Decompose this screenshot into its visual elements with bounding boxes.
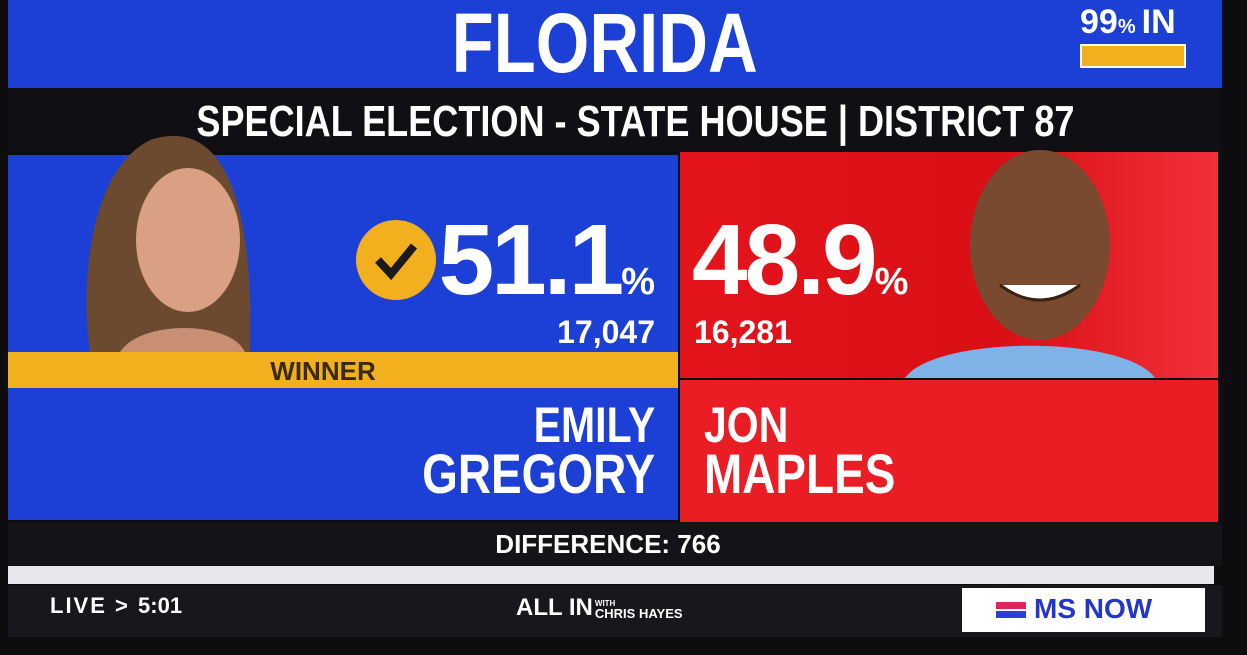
title: FLORIDA [300, 0, 910, 88]
first-name: EMILY [533, 397, 655, 453]
shoulders [120, 328, 245, 352]
show-with: WITH [594, 598, 616, 608]
reporting-bar [1080, 44, 1186, 68]
check-circle [356, 220, 436, 300]
time: 5:01 [138, 593, 183, 618]
percent: 51.1% [439, 202, 655, 340]
separator: > [115, 593, 130, 618]
show-logo: ALL IN WITH CHRIS HAYES [516, 594, 683, 622]
live: LIVE [50, 593, 107, 618]
difference-bar [8, 522, 1222, 566]
icon-stripe [996, 611, 1026, 618]
face [970, 150, 1110, 340]
first-name: JON [704, 397, 789, 453]
network: MS NOW [1034, 593, 1153, 624]
title-text: FLORIDA [451, 0, 759, 90]
percent-value: 51.1 [438, 204, 625, 316]
reporting-label: IN [1141, 3, 1176, 41]
title-bar [8, 0, 1222, 88]
reporting-unit: % [1117, 16, 1136, 38]
last-name: GREGORY [421, 442, 655, 505]
percent-unit: % [621, 261, 655, 303]
ticker-strip [8, 566, 1214, 584]
subtitle: SPECIAL ELECTION - STATE HOUSE | DISTRIC… [100, 96, 1110, 148]
candidate-photo [86, 135, 251, 352]
live-indicator: LIVE > 5:01 [50, 592, 182, 620]
candidate-photo [905, 150, 1155, 378]
host: CHRIS HAYES [594, 605, 683, 621]
candidate-name: JON [704, 398, 807, 452]
network-logo-box [962, 588, 1205, 632]
difference: DIFFERENCE: 766 [495, 529, 721, 559]
reporting: 99% IN [1080, 2, 1176, 47]
subtitle-text: SPECIAL ELECTION - STATE HOUSE | DISTRIC… [196, 97, 1075, 146]
show-host: WITH CHRIS HAYES [594, 598, 683, 621]
candidate-name: GREGORY [371, 444, 655, 504]
reporting-value: 99 [1080, 3, 1118, 41]
smile [999, 283, 1081, 302]
shirt [905, 345, 1155, 378]
check-mark [375, 243, 418, 281]
candidate-panel-rep-bottom [680, 380, 1218, 522]
icon-stripe [996, 602, 1026, 609]
network-icon [996, 602, 1026, 618]
votes: 17,047 [557, 314, 655, 350]
face [136, 168, 240, 312]
votes: 16,281 [694, 314, 792, 350]
candidate-panel-rep-top [680, 152, 1218, 378]
subtitle-band [8, 88, 1222, 152]
winner-check [356, 220, 436, 300]
candidate-name: MAPLES [704, 444, 937, 504]
winner-bar [8, 352, 678, 388]
winner-label: WINNER [270, 356, 376, 386]
show: ALL IN [516, 594, 593, 621]
last-name: MAPLES [704, 442, 896, 505]
percent: 48.9% [692, 202, 908, 340]
percent-unit: % [874, 261, 909, 303]
percent-value: 48.9 [692, 204, 878, 316]
candidate-name: EMILY [507, 398, 655, 452]
